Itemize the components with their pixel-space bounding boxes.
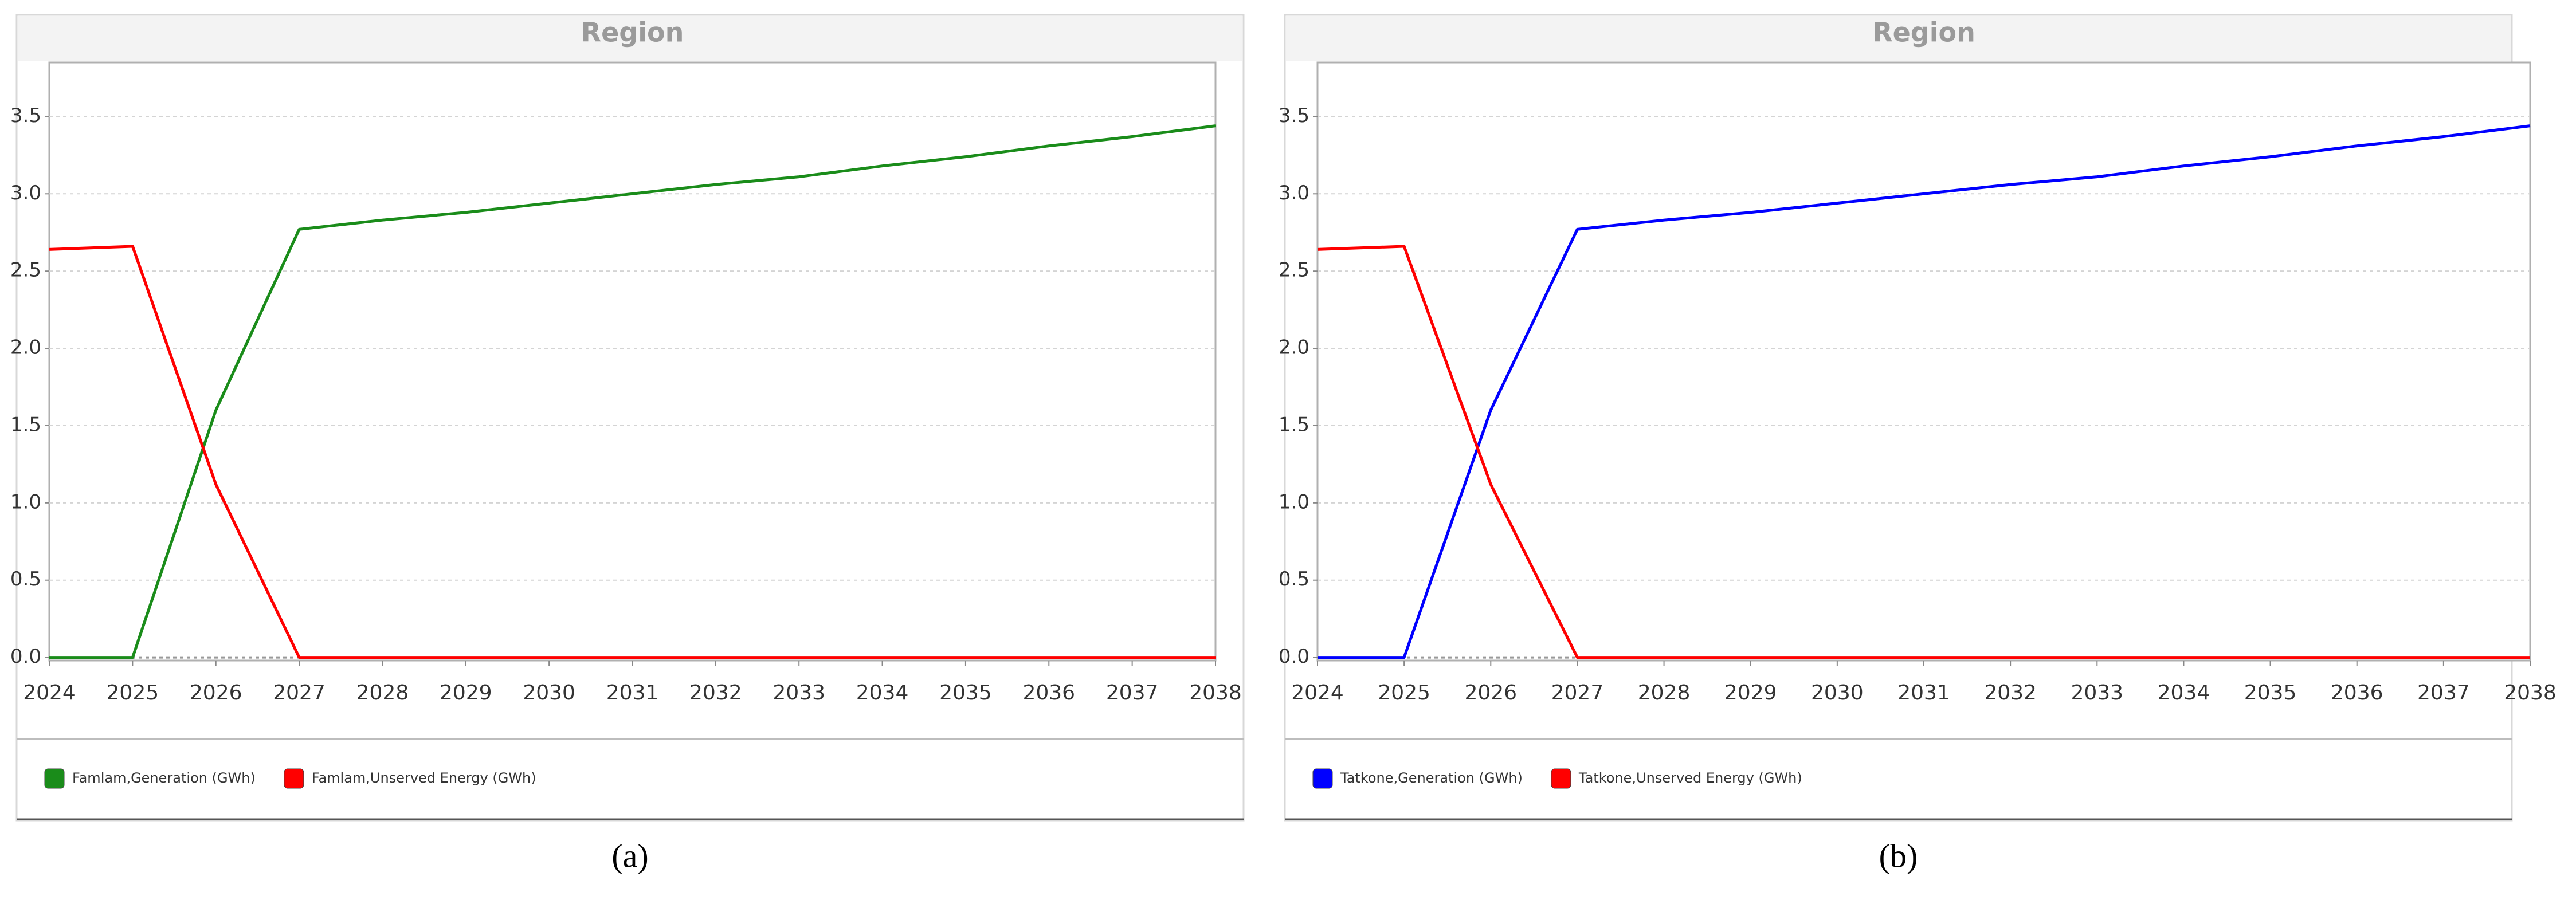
y-tick-label: 0.5 (10, 568, 41, 591)
y-tick-label: 0.0 (1279, 645, 1309, 668)
x-tick-label: 2037 (2417, 681, 2470, 705)
y-tick-label: 2.5 (10, 259, 41, 282)
y-tick-label: 0.5 (1279, 568, 1309, 591)
series-line (49, 245, 1216, 659)
x-tick-label: 2027 (1551, 681, 1604, 705)
x-tick-label: 2028 (356, 681, 409, 705)
y-tick-label: 3.5 (1279, 104, 1309, 127)
y-tick-label: 0.0 (10, 645, 41, 668)
legend-swatch (1312, 768, 1333, 789)
legend-label: Tatkone,Generation (GWh) (1340, 770, 1523, 786)
title-band (18, 16, 1242, 61)
y-tick-label: 3.5 (10, 104, 41, 127)
y-tick-label: 3.0 (1279, 182, 1309, 205)
legend-label: Famlam,Unserved Energy (GWh) (312, 770, 536, 786)
x-tick-label: 2037 (1106, 681, 1159, 705)
y-tick-label: 1.0 (10, 490, 41, 513)
x-tick-label: 2030 (1811, 681, 1864, 705)
legend-label: Tatkone,Unserved Energy (GWh) (1578, 770, 1802, 786)
y-tick-label: 2.5 (1279, 259, 1309, 282)
x-tick-label: 2033 (773, 681, 825, 705)
x-tick-label: 2032 (1984, 681, 2037, 705)
x-tick-label: 2024 (23, 681, 76, 705)
x-tick-label: 2031 (1897, 681, 1950, 705)
y-tick-label: 1.0 (1279, 490, 1309, 513)
plot-area (1316, 61, 2531, 662)
x-tick-label: 2036 (1022, 681, 1075, 705)
x-tick-label: 2025 (1378, 681, 1430, 705)
x-tick-label: 2035 (2244, 681, 2297, 705)
x-tick-label: 2027 (273, 681, 326, 705)
chart-title: Region (1872, 17, 1975, 48)
x-tick-label: 2031 (606, 681, 659, 705)
y-tick-label: 2.0 (1279, 336, 1309, 359)
x-tick-label: 2036 (2331, 681, 2383, 705)
x-tick-label: 2032 (689, 681, 742, 705)
legend-swatch (1551, 768, 1571, 789)
y-tick-label: 2.0 (10, 336, 41, 359)
series-line (49, 124, 1216, 659)
x-tick-label: 2034 (2158, 681, 2210, 705)
x-tick-label: 2029 (1724, 681, 1777, 705)
legend-swatch (284, 768, 304, 789)
chart-title: Region (581, 17, 684, 48)
x-tick-label: 2033 (2071, 681, 2123, 705)
panel-caption: (a) (611, 837, 648, 874)
title-band (1286, 16, 2511, 61)
y-tick-label: 3.0 (10, 182, 41, 205)
series-line (1317, 245, 2530, 659)
x-tick-label: 2025 (107, 681, 159, 705)
x-tick-label: 2035 (939, 681, 992, 705)
y-tick-label: 1.5 (1279, 413, 1309, 436)
x-tick-label: 2026 (190, 681, 242, 705)
panel-caption: (b) (1879, 837, 1918, 874)
y-tick-label: 1.5 (10, 413, 41, 436)
legend-label: Famlam,Generation (GWh) (72, 770, 256, 786)
x-tick-label: 2029 (440, 681, 492, 705)
series-line (1318, 124, 2531, 659)
x-tick-label: 2038 (2504, 681, 2557, 705)
x-tick-label: 2024 (1291, 681, 1344, 705)
plot-area (48, 61, 1217, 662)
legend-swatch (44, 768, 65, 789)
x-tick-label: 2034 (856, 681, 909, 705)
x-tick-label: 2030 (523, 681, 575, 705)
x-tick-label: 2038 (1189, 681, 1242, 705)
x-tick-label: 2028 (1638, 681, 1691, 705)
x-tick-label: 2026 (1464, 681, 1517, 705)
